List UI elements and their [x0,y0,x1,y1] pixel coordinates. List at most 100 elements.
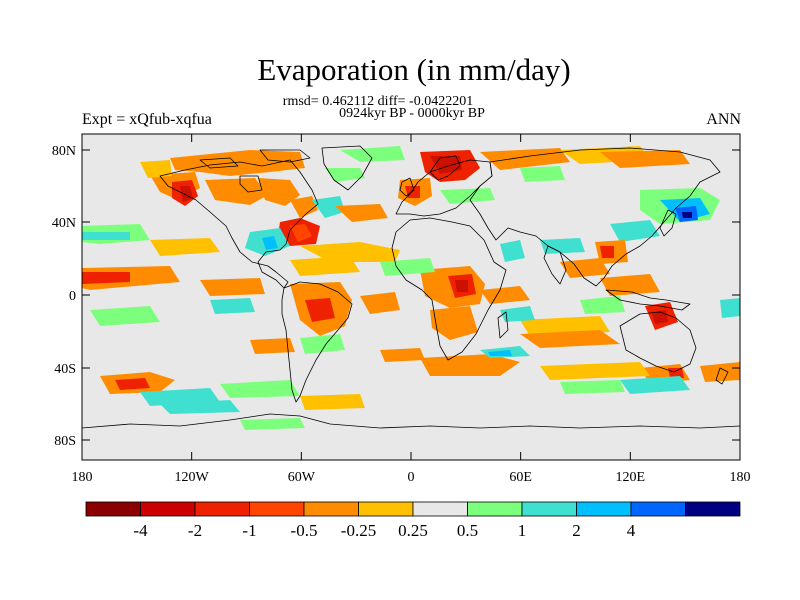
lat-label: 40S [54,362,76,377]
patch [305,298,335,322]
coastline-antarctica [82,413,740,429]
patch [440,188,495,204]
patch [290,196,318,218]
patch [720,298,740,318]
patch [560,380,625,394]
coastline-arctic-islands [199,149,311,169]
patch [115,378,150,390]
coastline-north-america [159,159,319,289]
patch [258,178,300,206]
patch [610,220,660,242]
colorbar-box [412,501,468,517]
lon-label: 120E [616,470,646,485]
period-subtitle: 0924kyr BP - 0000kyr BP [339,106,485,121]
colorbar-label: -2 [188,521,202,540]
lon-label: 180 [72,470,93,485]
patch [300,334,345,354]
colorbar: -4 -2 -1 -0.5 -0.25 0.25 0.5 1 2 4 [85,501,741,540]
patch [290,256,360,276]
coastline-india [543,245,567,285]
patch [262,236,278,250]
patch [580,296,625,314]
coastline-madagascar [497,311,509,339]
coastline-japan [659,209,677,237]
coastline-asia [469,147,721,287]
patch [500,240,525,262]
patch [220,380,300,398]
lat-label: 0 [69,289,76,304]
colorbar-box [576,501,632,517]
patch [90,306,160,326]
colorbar-box [140,501,196,517]
patch [520,330,620,348]
coastlines [82,145,740,429]
patch [420,354,520,376]
season-label: ANN [706,111,741,128]
patch [312,196,345,218]
patch [300,394,365,410]
patch [480,286,530,304]
patch [82,232,130,240]
patch [540,362,650,380]
patch [240,418,305,430]
patch [668,368,684,378]
patch [430,306,478,340]
patch [82,272,130,284]
colorbar-label: 2 [572,521,581,540]
patch [520,166,565,182]
coastline-africa [391,217,507,361]
map-title: Evaporation (in mm/day) [257,52,571,87]
lon-label: 120W [175,470,210,485]
patch [290,224,312,242]
colorbar-box [358,501,414,517]
patch [170,150,305,176]
colorbar-box [685,501,741,517]
patch [600,274,660,296]
patch [205,178,268,205]
patch [540,238,585,254]
latitude-axis: 80N 40N 0 40S 80S [52,144,740,449]
patch [250,338,295,354]
colorbar-box [249,501,305,517]
patch [180,186,193,202]
colorbar-box [303,501,359,517]
colorbar-box [521,501,577,517]
colorbar-box [85,501,141,517]
colorbar-box [194,501,250,517]
patch [140,388,220,406]
patch [150,238,220,256]
patch [380,258,435,276]
patch [160,400,240,414]
lon-label: 180 [730,470,751,485]
patch [500,306,535,322]
lon-label: 60W [288,470,316,485]
lat-label: 80S [54,434,76,449]
coastline-uk [399,177,415,197]
colorbar-box [467,501,523,517]
patch [210,298,255,314]
coastline-new-zealand [715,367,729,385]
patch [620,376,690,394]
colorbar-label: -0.25 [341,521,376,540]
lon-label: 0 [408,470,415,485]
patch [600,246,614,258]
patch [380,348,425,362]
colorbar-label: 0.25 [398,521,428,540]
patch [340,146,405,162]
patch [600,150,690,168]
coastline-scandinavia [429,155,461,181]
patch [300,242,400,262]
colorbar-label: -4 [133,521,148,540]
colorbar-label: -0.5 [291,521,318,540]
patch [360,292,400,314]
lat-label: 40N [52,216,76,231]
coastline-south-america [281,281,353,403]
stats-subtitle: rmsd= 0.462112 diff= -0.0422201 [282,94,474,109]
lon-label: 60E [509,470,532,485]
patch [700,362,740,382]
patch [335,204,388,222]
colorbar-label: 1 [518,521,527,540]
patch [455,280,468,292]
anomaly-field [82,146,740,430]
colorbar-label: -1 [242,521,256,540]
